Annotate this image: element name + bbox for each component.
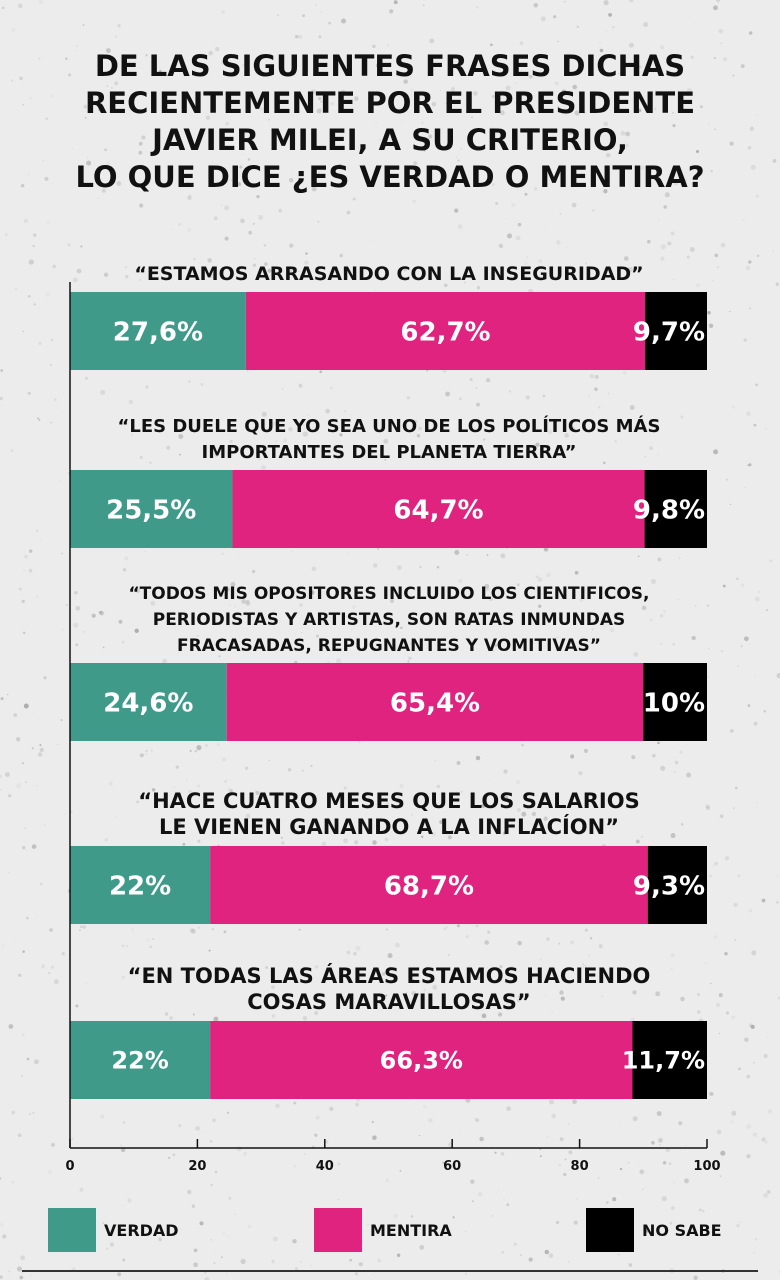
x-tick-label: 20 bbox=[188, 1159, 206, 1174]
category-quote-line: “LES DUELE QUE YO SEA UNO DE LOS POLÍTIC… bbox=[118, 415, 661, 437]
legend-swatch-verdad bbox=[48, 1208, 96, 1252]
stacked-bar-chart: “ESTAMOS ARRASANDO CON LA INSEGURIDAD” 27… bbox=[65, 263, 720, 1174]
legend-item-mentira: MENTIRA bbox=[314, 1208, 452, 1252]
title-line: LO QUE DICE ¿ES VERDAD O MENTIRA? bbox=[75, 160, 705, 194]
x-tick-label: 60 bbox=[443, 1159, 461, 1174]
legend-label-mentira: MENTIRA bbox=[370, 1220, 452, 1240]
bottom-rule bbox=[22, 1270, 758, 1272]
bar-segment bbox=[226, 663, 644, 741]
category-quote-line: “EN TODAS LAS ÁREAS ESTAMOS HACIENDO bbox=[128, 963, 651, 988]
category-quote-line: FRACASADAS, REPUGNANTES Y VOMITIVAS” bbox=[177, 636, 601, 656]
category-quote-line: “HACE CUATRO MESES QUE LOS SALARIOS bbox=[138, 789, 639, 813]
data-label: 10% bbox=[643, 688, 705, 718]
data-label: 68,7% bbox=[384, 871, 474, 901]
bar-segment bbox=[210, 846, 648, 924]
data-label: 27,6% bbox=[113, 317, 203, 347]
data-label: 24,6% bbox=[103, 688, 193, 718]
data-label: 9,7% bbox=[633, 317, 705, 347]
data-label: 22% bbox=[111, 1047, 168, 1075]
data-label: 9,3% bbox=[633, 871, 705, 901]
bar-segment bbox=[70, 470, 233, 548]
bar-segment bbox=[632, 1021, 707, 1099]
data-label: 22% bbox=[109, 871, 171, 901]
bar-segment bbox=[245, 292, 646, 370]
title-line: DE LAS SIGUIENTES FRASES DICHAS bbox=[94, 49, 686, 83]
category-quote-line: LE VIENEN GANANDO A LA INFLACÍON” bbox=[159, 814, 619, 839]
x-tick-label: 100 bbox=[693, 1159, 720, 1174]
x-tick-label: 40 bbox=[316, 1159, 334, 1174]
title-line: JAVIER MILEI, A SU CRITERIO, bbox=[152, 123, 628, 157]
bar-segment bbox=[70, 846, 211, 924]
bar-segment bbox=[647, 846, 707, 924]
legend-item-no-sabe: NO SABE bbox=[586, 1208, 722, 1252]
data-label: 64,7% bbox=[393, 495, 483, 525]
data-label: 11,7% bbox=[622, 1047, 705, 1075]
category-quote-line: “TODOS MIS OPOSITORES INCLUIDO LOS CIENT… bbox=[128, 584, 649, 604]
bar-segment bbox=[70, 663, 227, 741]
bar-segment bbox=[644, 470, 707, 548]
legend-swatch-no-sabe bbox=[586, 1208, 634, 1252]
bar-segment bbox=[210, 1021, 633, 1099]
data-label: 62,7% bbox=[400, 317, 490, 347]
category-quote-line: IMPORTANTES DEL PLANETA TIERRA” bbox=[202, 442, 577, 463]
category-quote-line: “ESTAMOS ARRASANDO CON LA INSEGURIDAD” bbox=[134, 263, 643, 285]
bar-segment bbox=[70, 1021, 211, 1099]
legend-item-verdad: VERDAD bbox=[48, 1208, 179, 1252]
bar-segment bbox=[232, 470, 645, 548]
legend-swatch-mentira bbox=[314, 1208, 362, 1252]
data-label: 66,3% bbox=[380, 1047, 463, 1075]
bar-segment bbox=[645, 292, 707, 370]
data-label: 9,8% bbox=[633, 495, 705, 525]
data-label: 25,5% bbox=[106, 495, 196, 525]
category-quote-line: PERIODISTAS Y ARTISTAS, SON RATAS INMUND… bbox=[153, 610, 626, 630]
title-line: RECIENTEMENTE POR EL PRESIDENTE bbox=[84, 86, 696, 120]
bar-segment bbox=[70, 292, 246, 370]
chart-title: DE LAS SIGUIENTES FRASES DICHAS RECIENTE… bbox=[30, 48, 750, 196]
x-tick-label: 80 bbox=[571, 1159, 589, 1174]
legend-label-verdad: VERDAD bbox=[104, 1220, 179, 1240]
data-label: 65,4% bbox=[390, 688, 480, 718]
category-quote-line: COSAS MARAVILLOSAS” bbox=[247, 990, 530, 1014]
x-tick-label: 0 bbox=[65, 1159, 74, 1174]
legend-label-no-sabe: NO SABE bbox=[642, 1220, 722, 1240]
bar-segment bbox=[643, 663, 707, 741]
